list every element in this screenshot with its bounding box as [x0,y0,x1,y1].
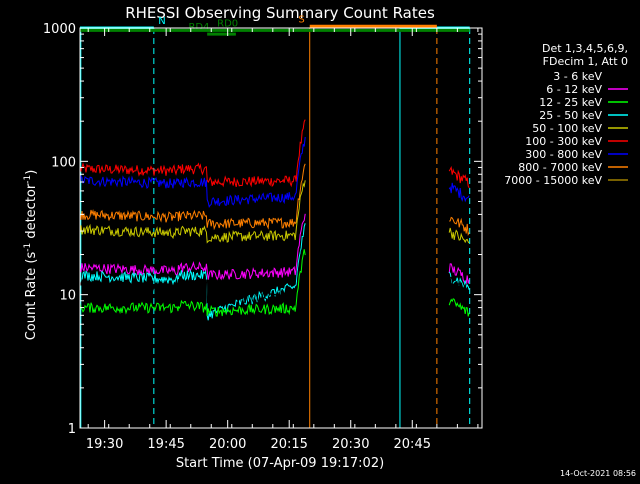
series-trace-post-0 [448,165,470,189]
series-trace-4 [79,213,306,281]
legend-label-5: 100 - 300 keV [525,135,602,148]
flag-label-0: N [158,16,165,27]
legend: Det 1,3,4,5,6,9,FDecim 1, Att 0 3 - 6 keV… [504,42,628,187]
series-trace-1 [79,136,306,208]
series-trace-post-2 [449,216,470,237]
flag-label-2: S [298,14,304,25]
x-tick-label-2: 20:00 [209,437,246,452]
x-tick-label-3: 20:15 [270,437,307,452]
y-tick-label-1: 10 [59,289,76,304]
y-label-main: Count Rate (s [24,252,39,341]
y-tick-label-2: 100 [51,155,76,170]
svg-text:Count Rate (s-1 detector-1): Count Rate (s-1 detector-1) [23,170,39,341]
series-trace-post-3 [448,227,470,244]
x-tick-label-1: 19:45 [147,437,184,452]
series-trace-3 [79,180,306,244]
y-label-end: ) [24,170,39,175]
x-tick-label-5: 20:45 [394,437,431,452]
series-trace-post-1 [448,182,470,203]
legend-label-1: 6 - 12 keV [546,83,602,96]
y-axis-label: Count Rate (s-1 detector-1) [23,170,39,341]
series-trace-5 [79,223,306,321]
y-tick-label-0: 1 [68,422,76,437]
flag-label-3: RD0 [217,18,238,29]
legend-label-8: 7000 - 15000 keV [504,174,602,187]
legend-label-2: 12 - 25 keV [539,96,602,109]
legend-label-3: 25 - 50 keV [539,109,602,122]
y-label-mid: detector [24,183,39,243]
series-trace-2 [79,163,306,231]
chart-title: RHESSI Observing Summary Count Rates [125,4,435,22]
y-tick-label-3: 1000 [43,22,76,37]
legend-label-6: 300 - 800 keV [525,148,602,161]
x-axis-label: Start Time (07-Apr-09 19:17:02) [176,456,384,471]
series-trace-0 [79,119,306,188]
series-trace-7 [79,249,306,317]
legend-label-7: 800 - 7000 keV [518,161,602,174]
legend-header-1: FDecim 1, Att 0 [543,55,628,68]
y-label-sup1: -1 [23,243,33,252]
series-trace-6 [79,234,306,307]
legend-header-0: Det 1,3,4,5,6,9, [542,42,628,55]
legend-label-0: 3 - 6 keV [553,70,602,83]
x-tick-label-4: 20:30 [332,437,369,452]
y-label-sup2: -1 [23,175,33,184]
axes-frame [79,27,483,429]
footer-timestamp: 14-Oct-2021 08:56 [560,469,636,478]
series-trace-post-6 [448,276,470,298]
legend-label-4: 50 - 100 keV [532,122,602,135]
series-trace-post-7 [448,298,470,317]
x-tick-label-0: 19:30 [86,437,123,452]
